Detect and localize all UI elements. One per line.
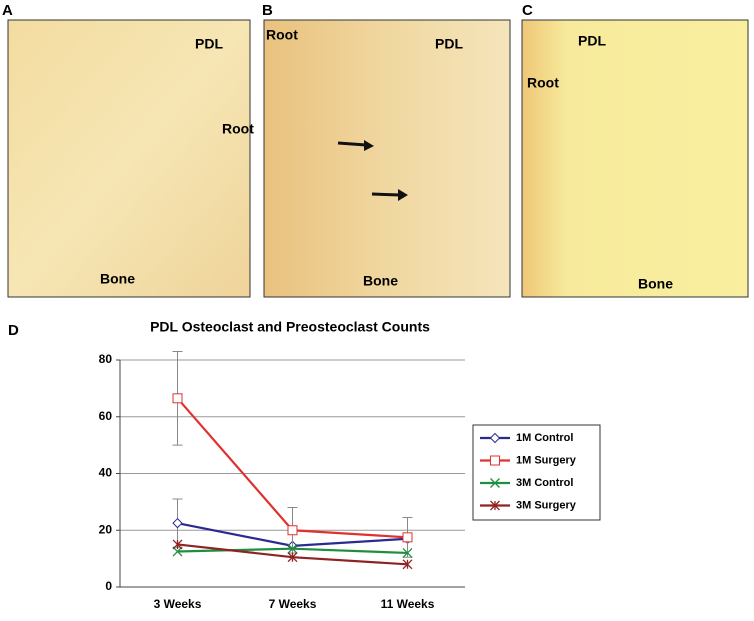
- arrows: [337, 140, 408, 201]
- marker: [172, 539, 183, 550]
- x-tick-label: 3 Weeks: [154, 597, 202, 611]
- legend-label: 1M Control: [516, 432, 573, 444]
- image-a: [7, 19, 251, 298]
- marker: [402, 547, 413, 558]
- marker: [490, 478, 500, 488]
- image-c: [521, 19, 749, 298]
- y-tick-label: 20: [99, 522, 113, 536]
- image-text: PDL: [195, 36, 223, 52]
- marker: [287, 525, 298, 536]
- marker: [172, 517, 183, 529]
- x-tick-label: 7 Weeks: [269, 597, 317, 611]
- image-text: PDL: [578, 33, 606, 49]
- image-text: Root: [527, 75, 559, 91]
- marker: [490, 500, 500, 511]
- image-text: PDL: [435, 36, 463, 52]
- y-tick-label: 60: [99, 409, 113, 423]
- legend-label: 1M Surgery: [516, 454, 577, 466]
- y-tick-label: 0: [105, 579, 112, 593]
- image-text: Bone: [638, 276, 673, 292]
- x-tick-label: 11 Weeks: [381, 597, 435, 611]
- y-tick-label: 80: [99, 352, 113, 366]
- marker: [402, 559, 413, 570]
- marker: [172, 546, 183, 557]
- image-text: Bone: [100, 271, 135, 287]
- legend-label: 3M Control: [516, 477, 573, 489]
- panel-label: A: [2, 2, 13, 19]
- marker: [172, 393, 183, 404]
- chart-title: PDL Osteoclast and Preosteoclast Counts: [150, 319, 430, 335]
- marker: [287, 552, 298, 563]
- marker: [402, 532, 413, 543]
- image-text: Bone: [363, 273, 398, 289]
- panel-label: C: [522, 2, 533, 19]
- image-b: [263, 19, 511, 298]
- marker: [489, 432, 501, 444]
- marker: [287, 543, 298, 554]
- marker: [490, 455, 500, 466]
- legend-label: 3M Surgery: [516, 499, 577, 511]
- panel-label: B: [262, 2, 273, 19]
- image-text: Root: [222, 121, 254, 137]
- y-tick-label: 40: [99, 466, 113, 480]
- image-text: Root: [266, 27, 298, 43]
- panel-label: D: [8, 322, 19, 339]
